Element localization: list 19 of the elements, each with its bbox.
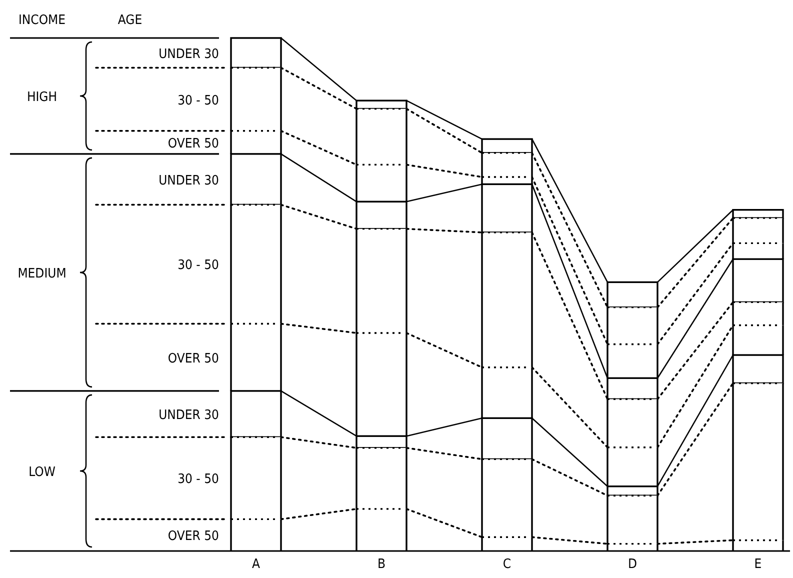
- series-label: OVER 50: [168, 529, 219, 544]
- series-label: OVER 50: [168, 136, 219, 152]
- series-label: 30 - 50: [178, 472, 219, 488]
- text: AGE: [118, 13, 142, 28]
- series-label: UNDER 30: [158, 46, 219, 62]
- x-tick-label: B: [377, 557, 386, 572]
- series-label: UNDER 30: [158, 408, 219, 424]
- text: INCOME: [18, 13, 66, 28]
- text: HIGH: [26, 90, 58, 105]
- x-tick-label: A: [252, 557, 260, 572]
- x-tick-label: E: [754, 557, 762, 572]
- x-tick-label: D: [628, 557, 638, 572]
- series-label: OVER 50: [168, 351, 219, 366]
- series-label: 30 - 50: [178, 258, 219, 274]
- text: MEDIUM: [18, 266, 66, 282]
- text: LOW: [28, 464, 56, 480]
- x-tick-label: C: [502, 557, 512, 572]
- series-label: 30 - 50: [178, 93, 219, 108]
- series-label: UNDER 30: [158, 173, 219, 188]
